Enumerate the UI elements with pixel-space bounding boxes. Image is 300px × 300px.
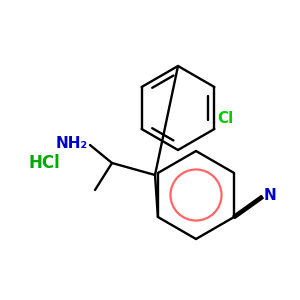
Text: Cl: Cl <box>218 111 234 126</box>
Text: NH₂: NH₂ <box>56 136 88 152</box>
Text: N: N <box>264 188 277 202</box>
Text: HCl: HCl <box>28 154 60 172</box>
